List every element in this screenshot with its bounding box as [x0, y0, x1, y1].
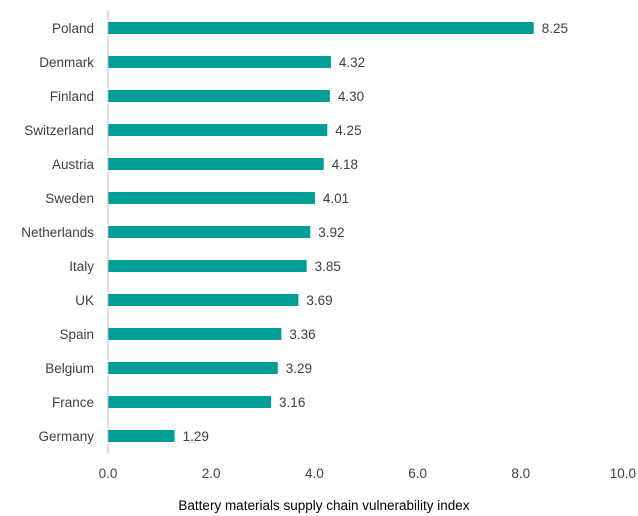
category-label-italy: Italy: [69, 259, 94, 274]
bar-italy: [108, 260, 307, 272]
bar-netherlands: [108, 226, 311, 238]
bar-uk: [108, 294, 299, 306]
value-label-france: 3.16: [279, 395, 305, 410]
value-label-switzerland: 4.25: [335, 123, 361, 138]
x-tick-label: 4.0: [305, 466, 324, 481]
category-label-germany: Germany: [38, 429, 94, 444]
category-label-austria: Austria: [52, 157, 95, 172]
x-tick-label: 8.0: [511, 466, 530, 481]
value-label-poland: 8.25: [542, 21, 568, 36]
bar-sweden: [108, 192, 315, 204]
value-label-uk: 3.69: [306, 293, 332, 308]
value-label-austria: 4.18: [332, 157, 358, 172]
bar-spain: [108, 328, 282, 340]
category-labels-group: Poland Denmark Finland Switzerland Austria Sw…: [21, 21, 94, 444]
category-label-france: France: [52, 395, 94, 410]
value-label-germany: 1.29: [183, 429, 209, 444]
category-label-finland: Finland: [50, 89, 94, 104]
bar-poland: [108, 22, 534, 34]
x-tick-labels-group: 0.0 2.0 4.0 6.0 8.0 10.0: [99, 466, 636, 481]
category-label-denmark: Denmark: [39, 55, 94, 70]
category-label-spain: Spain: [59, 327, 94, 342]
value-labels-group: 8.25 4.32 4.30 4.25 4.18 4.01 3.92 3.85 3.69 3.36…: [183, 21, 568, 444]
category-label-switzerland: Switzerland: [24, 123, 94, 138]
category-label-uk: UK: [75, 293, 94, 308]
category-label-netherlands: Netherlands: [21, 225, 94, 240]
bars-group: [108, 22, 534, 442]
bar-denmark: [108, 56, 331, 68]
category-label-sweden: Sweden: [45, 191, 94, 206]
value-label-belgium: 3.29: [286, 361, 312, 376]
x-axis-title: Battery materials supply chain vulnerabi…: [178, 498, 469, 513]
x-tick-label: 6.0: [408, 466, 427, 481]
bar-germany: [108, 430, 175, 442]
x-tick-label: 10.0: [610, 466, 636, 481]
value-label-netherlands: 3.92: [318, 225, 344, 240]
category-label-poland: Poland: [52, 21, 94, 36]
x-tick-label: 2.0: [202, 466, 221, 481]
value-label-denmark: 4.32: [339, 55, 365, 70]
bar-france: [108, 396, 272, 408]
category-label-belgium: Belgium: [45, 361, 94, 376]
bar-finland: [108, 90, 330, 102]
value-label-finland: 4.30: [338, 89, 364, 104]
bar-belgium: [108, 362, 278, 374]
value-label-spain: 3.36: [289, 327, 315, 342]
bar-austria: [108, 158, 324, 170]
x-tick-label: 0.0: [99, 466, 118, 481]
value-label-italy: 3.85: [315, 259, 341, 274]
value-label-sweden: 4.01: [323, 191, 349, 206]
bar-switzerland: [108, 124, 328, 136]
